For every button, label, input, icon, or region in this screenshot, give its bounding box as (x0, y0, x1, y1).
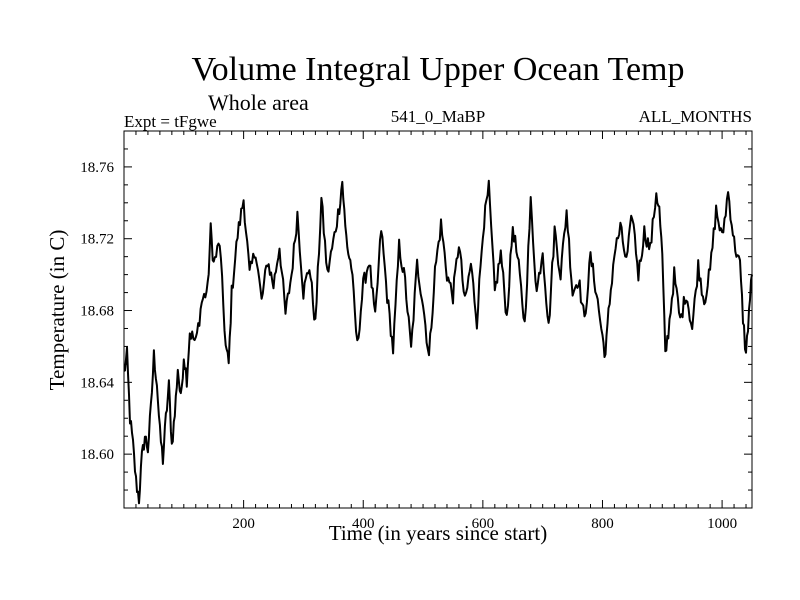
x-tick-label: 600 (472, 516, 495, 532)
major-ticks (124, 131, 752, 508)
y-tick-label: 18.76 (80, 160, 114, 176)
y-axis-label: Temperature (in C) (45, 230, 69, 391)
x-tick-label: 1000 (707, 516, 737, 532)
x-tick-label: 400 (352, 516, 375, 532)
minor-ticks (124, 130, 752, 509)
chart-title: Volume Integral Upper Ocean Temp (192, 51, 685, 88)
y-tick-label: 18.72 (80, 232, 114, 248)
y-tick-label: 18.60 (80, 447, 114, 463)
y-tick-label: 18.64 (80, 375, 114, 391)
series-line (123, 179, 753, 505)
x-axis-label: Time (in years since start) (329, 521, 548, 545)
chart-subtitle: Whole area (208, 90, 309, 115)
y-tick-labels: 18.60 18.64 18.68 18.72 18.76 (80, 160, 114, 463)
x-tick-labels: 200 400 600 800 1000 (232, 516, 737, 532)
plot-area-frame (123, 130, 753, 509)
x-tick-label: 800 (591, 516, 614, 532)
x-tick-label: 200 (232, 516, 255, 532)
months-label: ALL_MONTHS (639, 107, 752, 126)
y-tick-label: 18.68 (80, 304, 114, 320)
period-label: 541_0_MaBP (391, 107, 485, 126)
experiment-label: Expt = tFgwe (124, 112, 217, 131)
